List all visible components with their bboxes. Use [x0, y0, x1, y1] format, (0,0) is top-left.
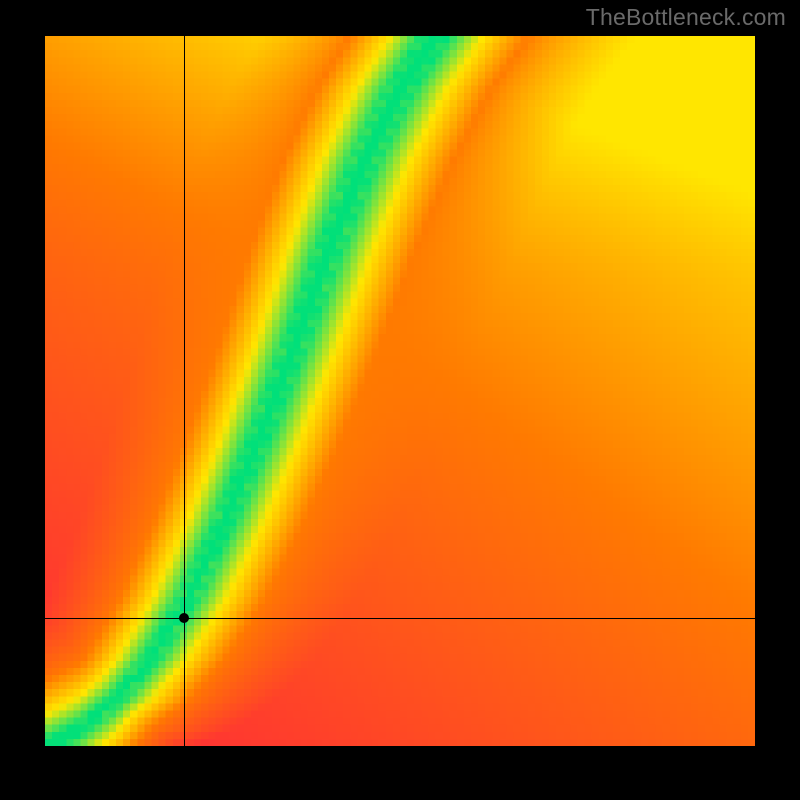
heatmap-plot: [45, 36, 755, 746]
heatmap-canvas: [45, 36, 755, 746]
watermark-text: TheBottleneck.com: [586, 4, 786, 31]
chart-container: TheBottleneck.com: [0, 0, 800, 800]
